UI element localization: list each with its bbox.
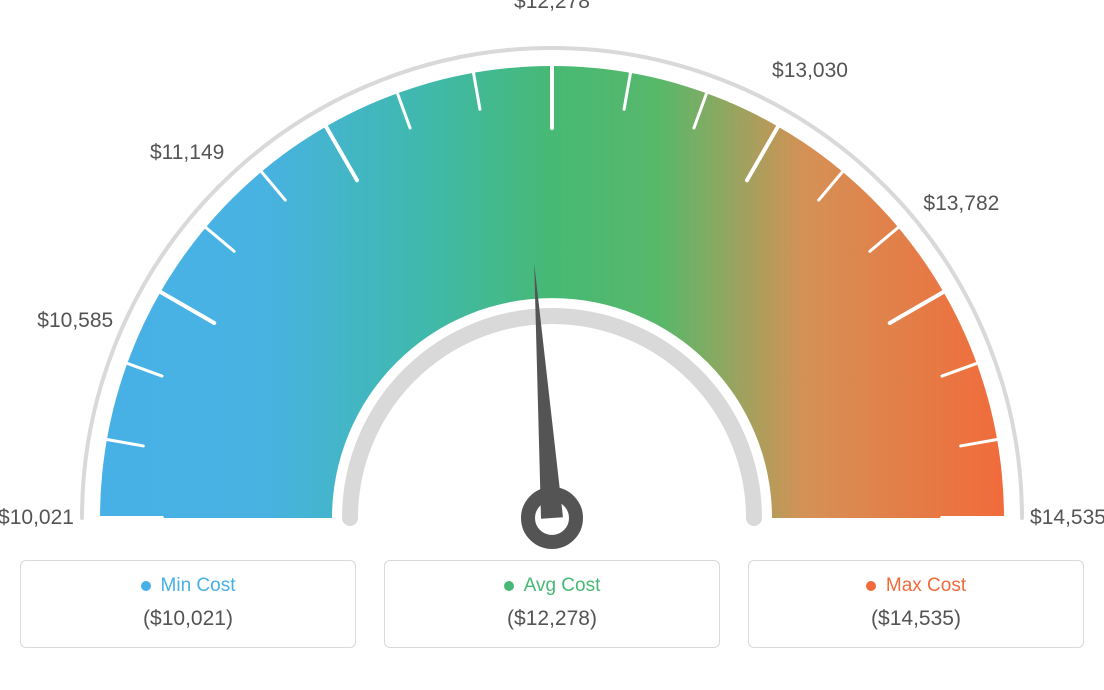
gauge-tick-label: $13,782 — [923, 192, 999, 216]
max-cost-label: Max Cost — [886, 575, 966, 597]
min-cost-title: Min Cost — [141, 575, 236, 597]
gauge-tick-label: $14,535 — [1030, 506, 1104, 530]
max-cost-title: Max Cost — [866, 575, 966, 597]
summary-cards: Min Cost ($10,021) Avg Cost ($12,278) Ma… — [20, 560, 1084, 648]
gauge-chart-container: $10,021$10,585$11,149$12,278$13,030$13,7… — [20, 20, 1084, 648]
gauge-area: $10,021$10,585$11,149$12,278$13,030$13,7… — [20, 20, 1084, 560]
gauge-tick-label: $12,278 — [514, 0, 590, 14]
max-cost-value: ($14,535) — [749, 607, 1083, 631]
min-cost-value: ($10,021) — [21, 607, 355, 631]
gauge-tick-label: $10,021 — [0, 506, 74, 530]
gauge-svg — [20, 20, 1084, 560]
max-cost-card: Max Cost ($14,535) — [748, 560, 1084, 648]
avg-cost-card: Avg Cost ($12,278) — [384, 560, 720, 648]
min-cost-card: Min Cost ($10,021) — [20, 560, 356, 648]
gauge-tick-label: $10,585 — [37, 309, 113, 333]
gauge-tick-label: $11,149 — [150, 141, 224, 165]
avg-cost-title: Avg Cost — [504, 575, 601, 597]
avg-cost-label: Avg Cost — [524, 575, 601, 597]
min-cost-label: Min Cost — [161, 575, 236, 597]
min-cost-dot — [141, 581, 151, 591]
avg-cost-dot — [504, 581, 514, 591]
avg-cost-value: ($12,278) — [385, 607, 719, 631]
max-cost-dot — [866, 581, 876, 591]
gauge-tick-label: $13,030 — [772, 59, 848, 83]
